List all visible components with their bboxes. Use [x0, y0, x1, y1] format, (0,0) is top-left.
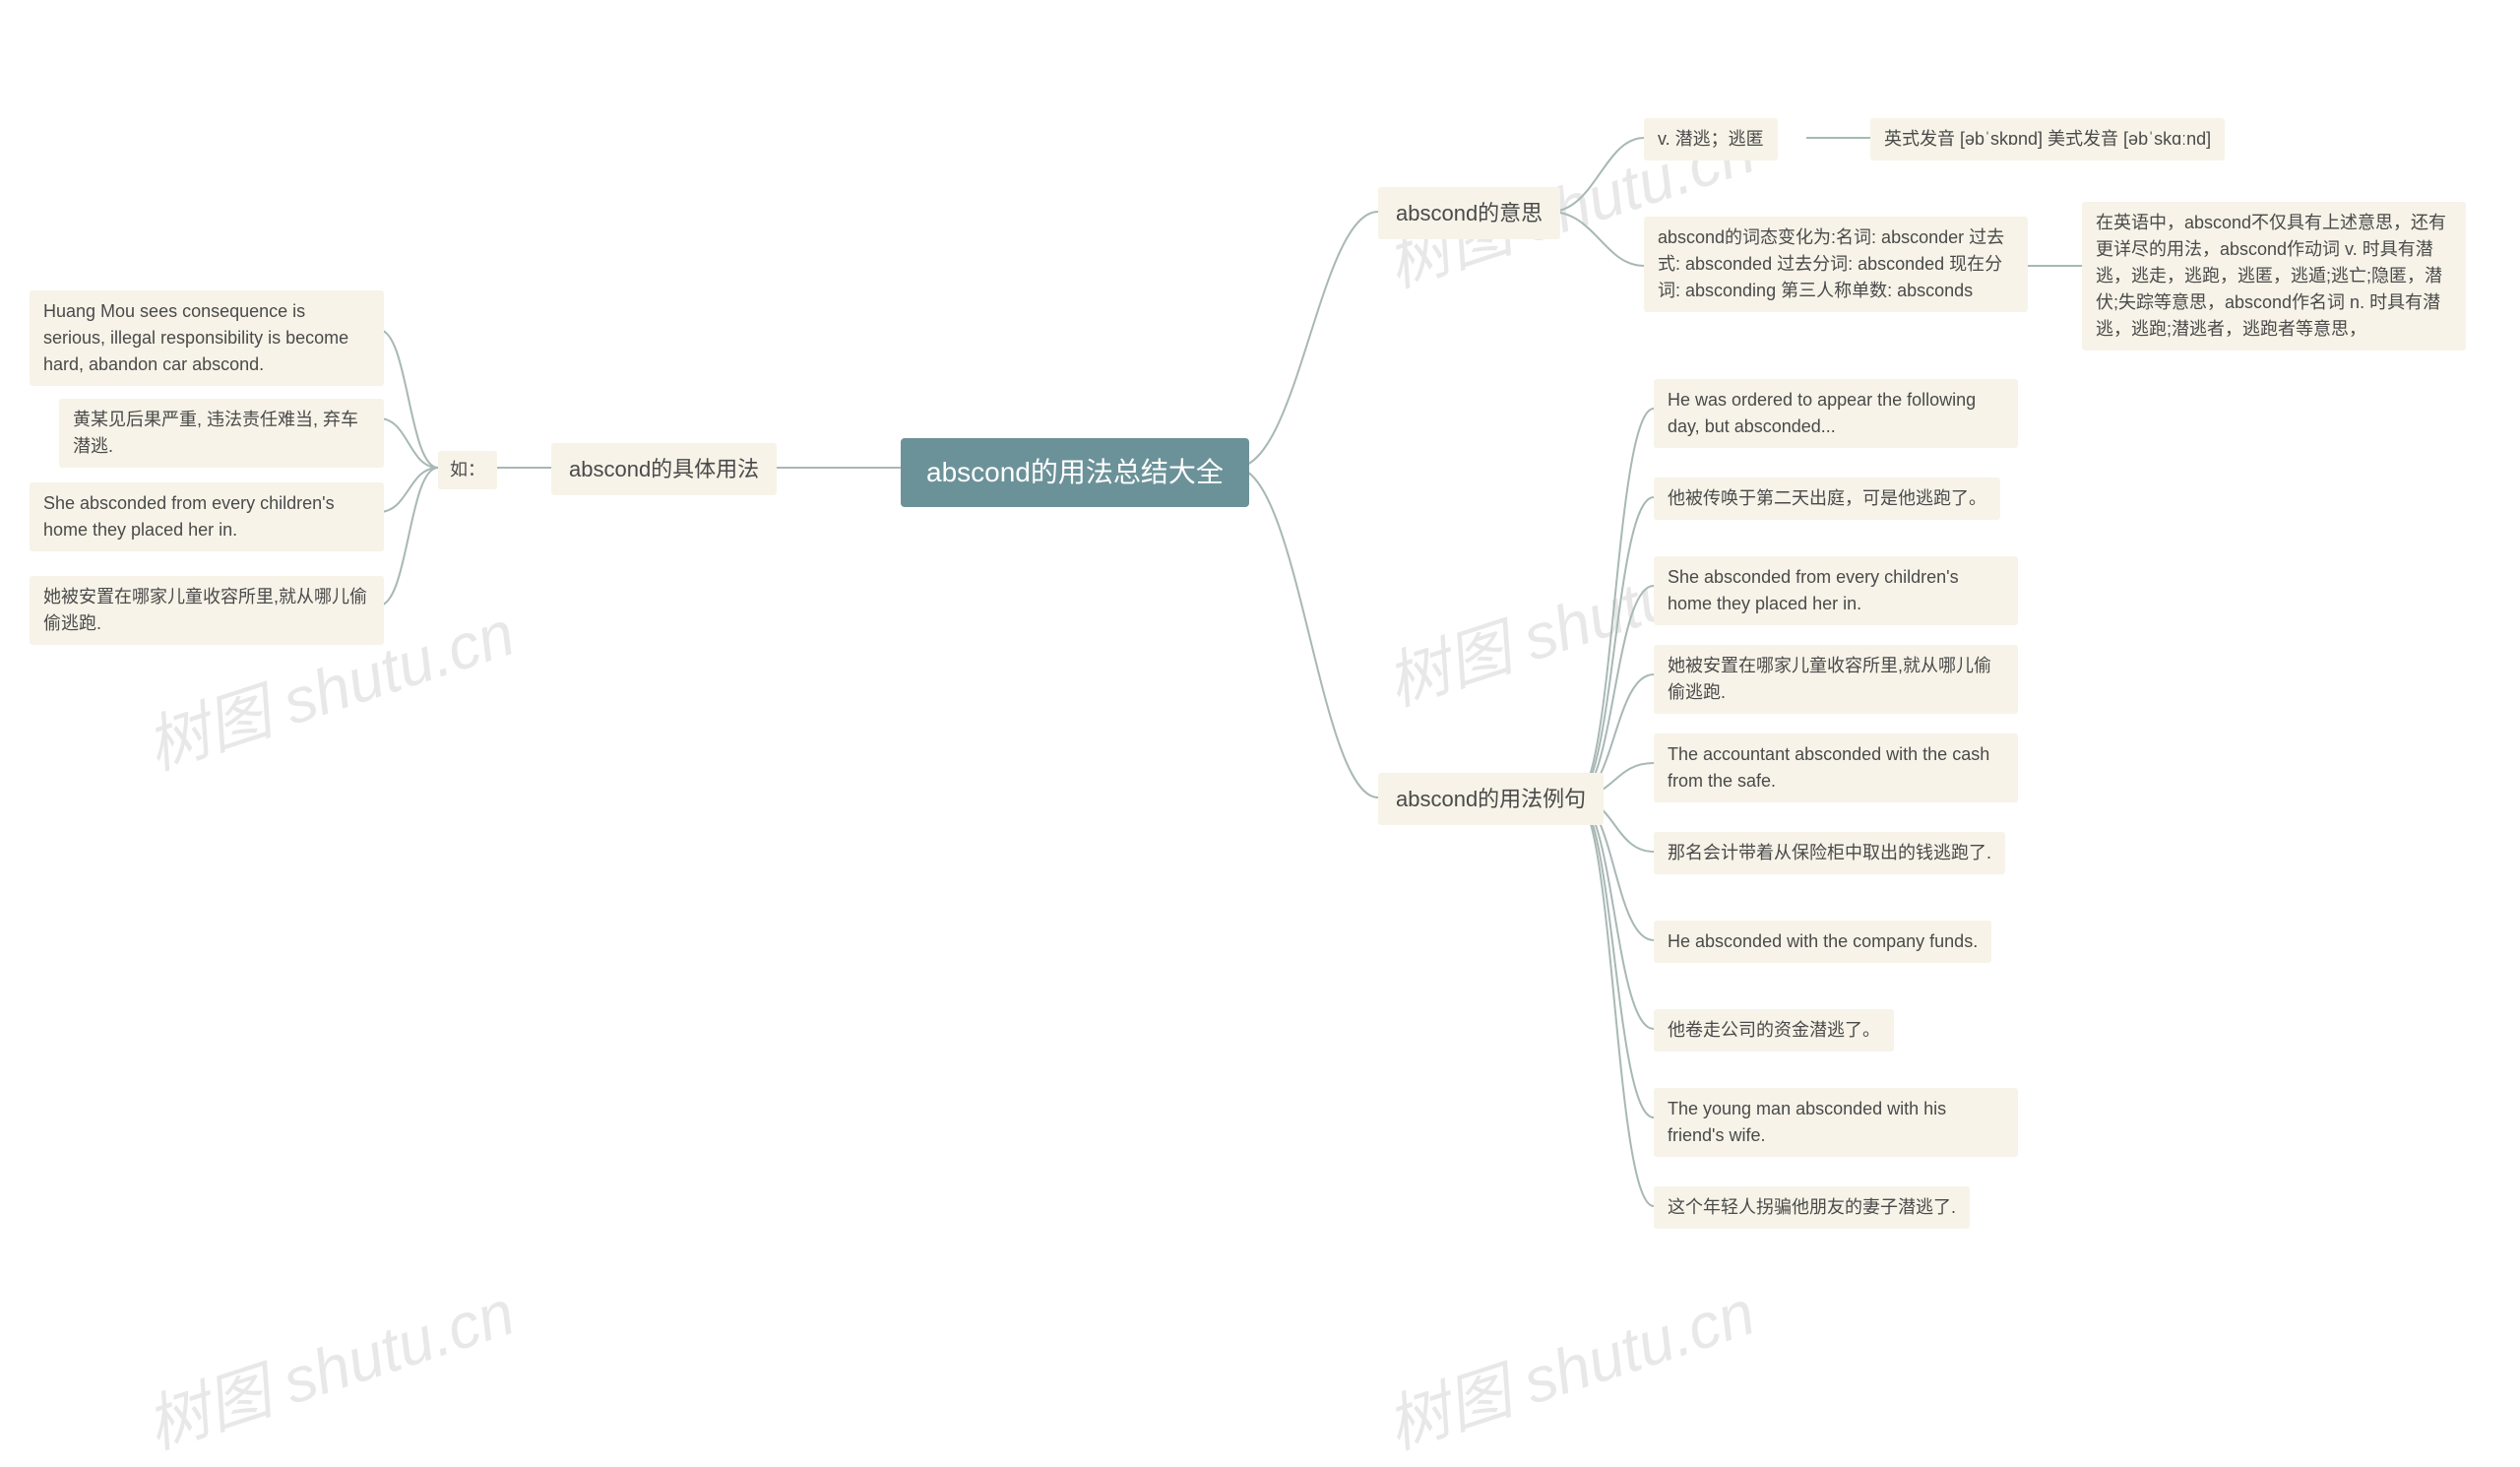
usage-ex-2[interactable]: She absconded from every children's home… — [30, 482, 384, 551]
example-5[interactable]: 那名会计带着从保险柜中取出的钱逃跑了. — [1654, 832, 2005, 874]
example-3[interactable]: 她被安置在哪家儿童收容所里,就从哪儿偷偷逃跑. — [1654, 645, 2018, 714]
example-9[interactable]: 这个年轻人拐骗他朋友的妻子潜逃了. — [1654, 1186, 1970, 1229]
topic-meaning[interactable]: abscond的意思 — [1378, 187, 1560, 239]
usage-ru[interactable]: 如： — [438, 451, 497, 489]
watermark: 树图 shutu.cn — [133, 1262, 524, 1466]
root-node[interactable]: abscond的用法总结大全 — [901, 438, 1249, 507]
watermark: 树图 shutu.cn — [1373, 1262, 1764, 1466]
example-1[interactable]: 他被传唤于第二天出庭，可是他逃跑了。 — [1654, 478, 2000, 520]
example-6[interactable]: He absconded with the company funds. — [1654, 921, 1991, 963]
meaning-detail[interactable]: 在英语中，abscond不仅具有上述意思，还有更详尽的用法，abscond作动词… — [2082, 202, 2466, 351]
example-8[interactable]: The young man absconded with his friend'… — [1654, 1088, 2018, 1157]
meaning-forms[interactable]: abscond的词态变化为:名词: absconder 过去式: abscond… — [1644, 217, 2028, 312]
usage-ex-1[interactable]: 黄某见后果严重, 违法责任难当, 弃车潜逃. — [59, 399, 384, 468]
usage-ex-3[interactable]: 她被安置在哪家儿童收容所里,就从哪儿偷偷逃跑. — [30, 576, 384, 645]
example-0[interactable]: He was ordered to appear the following d… — [1654, 379, 2018, 448]
meaning-pron[interactable]: 英式发音 [əbˈskɒnd] 美式发音 [əbˈskɑːnd] — [1870, 118, 2225, 160]
example-4[interactable]: The accountant absconded with the cash f… — [1654, 734, 2018, 802]
example-7[interactable]: 他卷走公司的资金潜逃了。 — [1654, 1009, 1894, 1052]
topic-examples[interactable]: abscond的用法例句 — [1378, 773, 1604, 825]
usage-ex-0[interactable]: Huang Mou sees consequence is serious, i… — [30, 290, 384, 386]
meaning-def[interactable]: v. 潜逃；逃匿 — [1644, 118, 1778, 160]
example-2[interactable]: She absconded from every children's home… — [1654, 556, 2018, 625]
topic-usage[interactable]: abscond的具体用法 — [551, 443, 777, 495]
